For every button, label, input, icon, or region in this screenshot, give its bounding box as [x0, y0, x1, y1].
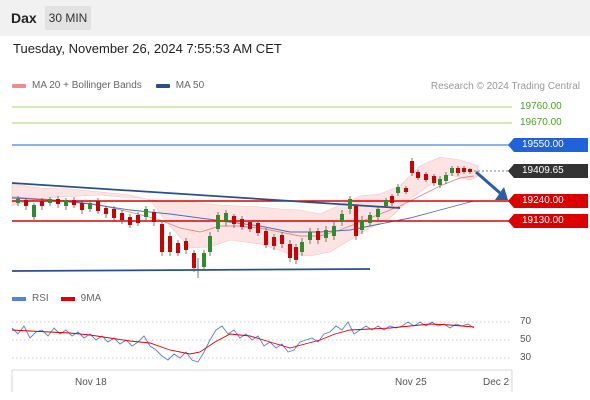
rsi-line: [11, 321, 475, 363]
legend-item-ma50: MA 50: [155, 80, 205, 91]
symbol-name: Dax: [11, 10, 37, 26]
forecast-arrow: [475, 170, 508, 200]
rsi-level-label-30: 30: [520, 352, 532, 363]
rsi-swatch: [12, 296, 26, 301]
price-tag-s1: 19240.00: [508, 194, 588, 208]
rsi-level-label-50: 50: [520, 334, 532, 345]
legend-item-bollinger: MA 20 + Bollinger Bands: [12, 80, 142, 91]
price-tag-last: 19409.65: [508, 164, 588, 178]
price-tag-r1: 19670.00: [520, 117, 562, 128]
legend-label-bollinger: MA 20 + Bollinger Bands: [32, 80, 142, 91]
price-tag-pivot: 19550.00: [508, 138, 588, 152]
rsi-9ma-line: [11, 323, 475, 355]
rsi-legend-item-9ma: 9MA: [60, 293, 102, 304]
indicator-legend: MA 20 + Bollinger Bands MA 50: [12, 80, 218, 91]
research-credit: Research © 2024 Trading Central: [430, 81, 580, 92]
ma50-line: [11, 197, 475, 233]
candle-bodies-down: [24, 161, 472, 268]
9ma-legend-label: 9MA: [80, 293, 102, 304]
price-tag-r2: 19760.00: [520, 101, 562, 112]
horizontal-trendline: [11, 268, 371, 272]
bollinger-swatch: [12, 83, 26, 88]
candlesticks: [16, 158, 472, 278]
candle-bodies-up: [16, 168, 454, 267]
rsi-legend-item-rsi: RSI: [12, 293, 49, 304]
timeframe-button[interactable]: 30 MIN: [45, 6, 91, 30]
9ma-swatch: [60, 296, 75, 301]
x-label-dec2: Dec 2: [483, 377, 510, 388]
rsi-legend-label: RSI: [32, 293, 49, 304]
legend-label-ma50: MA 50: [175, 80, 205, 91]
rsi-level-label-70: 70: [520, 316, 532, 327]
bollinger-band: [11, 156, 479, 257]
ma50-swatch: [155, 83, 170, 88]
chart-header: Dax 30 MIN: [0, 0, 590, 36]
x-label-nov25: Nov 25: [395, 377, 427, 388]
descending-trendline: [11, 182, 401, 209]
price-tag-s2: 19130.00: [508, 214, 588, 228]
chart-datetime: Tuesday, November 26, 2024 7:55:53 AM CE…: [13, 41, 282, 56]
rsi-legend: RSI 9MA: [12, 293, 113, 304]
x-label-nov18: Nov 18: [75, 377, 107, 388]
